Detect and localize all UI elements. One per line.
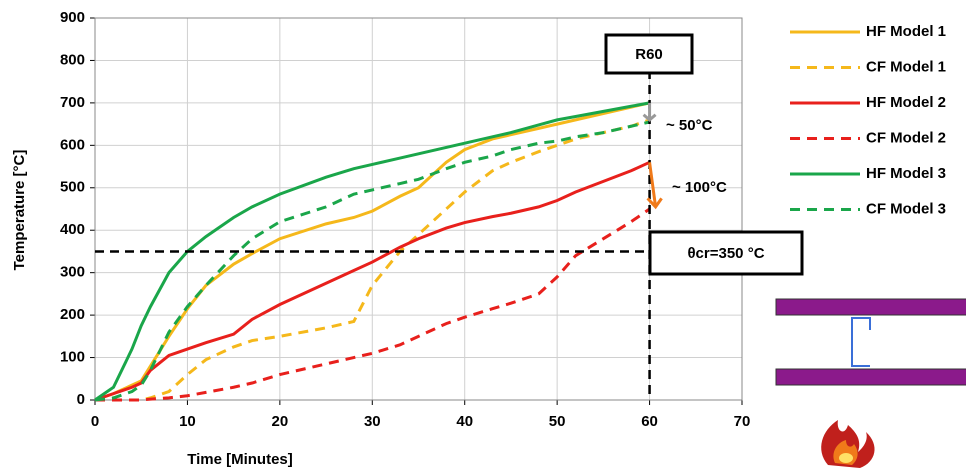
y-tick-label: 100 — [60, 349, 85, 366]
y-tick-label: 800 — [60, 51, 85, 68]
y-tick-label: 300 — [60, 264, 85, 281]
series-line — [94, 160, 651, 402]
legend-label: CF Model 2 — [866, 129, 946, 146]
x-tick-label: 50 — [549, 413, 566, 430]
y-tick-label: 900 — [60, 9, 85, 26]
legend-label: HF Model 3 — [866, 165, 946, 182]
critical-label: θcr=350 °C — [687, 245, 764, 262]
legend-label: HF Model 2 — [866, 94, 946, 111]
series-line — [94, 120, 650, 402]
legend-label: CF Model 1 — [866, 58, 946, 75]
beam-icon — [775, 298, 966, 386]
y-tick-label: 700 — [60, 94, 85, 111]
series-line — [95, 207, 651, 402]
y-tick-label: 600 — [60, 136, 85, 153]
y-tick-label: 200 — [60, 306, 85, 323]
x-tick-label: 30 — [364, 413, 381, 430]
x-tick-label: 0 — [91, 413, 99, 430]
annotation: ~ 100°C — [672, 179, 727, 196]
x-tick-label: 70 — [734, 413, 751, 430]
fire-icon — [821, 420, 875, 468]
legend-label: CF Model 3 — [866, 200, 946, 217]
x-axis-label: Time [Minutes] — [187, 451, 293, 468]
plot-frame — [94, 17, 743, 401]
arrow — [642, 102, 657, 122]
annotation: ~ 50°C — [666, 117, 713, 134]
y-tick-label: 400 — [60, 221, 85, 238]
y-axis-label: Temperature [°C] — [11, 150, 28, 271]
series-line — [94, 101, 650, 402]
x-tick-label: 40 — [456, 413, 473, 430]
legend-label: HF Model 1 — [866, 23, 946, 40]
y-tick-label: 500 — [60, 179, 85, 196]
x-tick-label: 20 — [272, 413, 289, 430]
r60-box — [604, 33, 694, 75]
arrow — [646, 162, 663, 210]
series-line — [95, 118, 651, 402]
x-tick-label: 60 — [641, 413, 658, 430]
r60-label: R60 — [635, 46, 663, 63]
critical-box — [648, 230, 804, 276]
x-tick-label: 10 — [179, 413, 196, 430]
y-tick-label: 0 — [77, 391, 85, 408]
